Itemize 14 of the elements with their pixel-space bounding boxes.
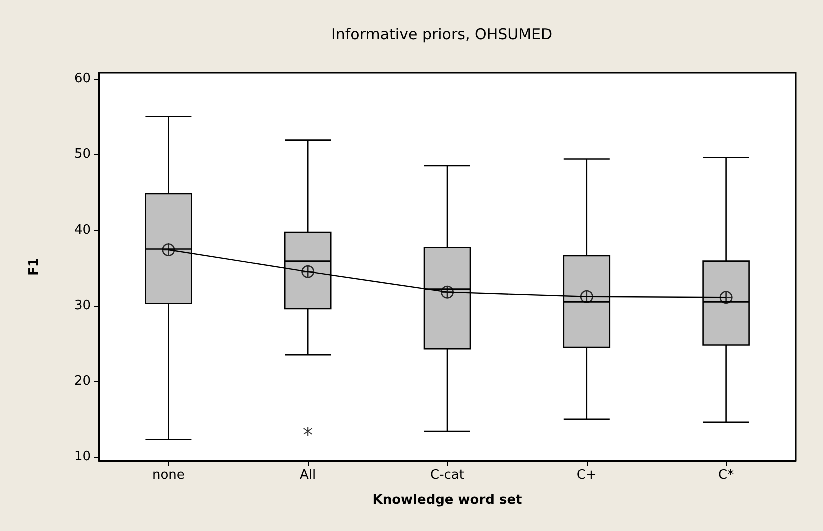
x-axis-title: Knowledge word set (372, 493, 522, 508)
x-tick-label: none (152, 468, 185, 483)
y-tick-label: 60 (74, 72, 91, 87)
chart-title: Informative priors, OHSUMED (331, 26, 553, 44)
x-tick-label: C* (718, 468, 735, 483)
y-tick-label: 50 (74, 147, 91, 162)
x-tick-label: C+ (576, 468, 597, 483)
x-tick-label: All (300, 468, 316, 483)
y-tick-label: 20 (74, 374, 91, 390)
x-tick-label: C-cat (430, 468, 464, 483)
y-tick-label: 10 (74, 450, 91, 465)
y-tick-label: 30 (74, 298, 91, 314)
y-axis-title: F1 (27, 258, 42, 276)
y-tick-label: 40 (74, 222, 91, 238)
